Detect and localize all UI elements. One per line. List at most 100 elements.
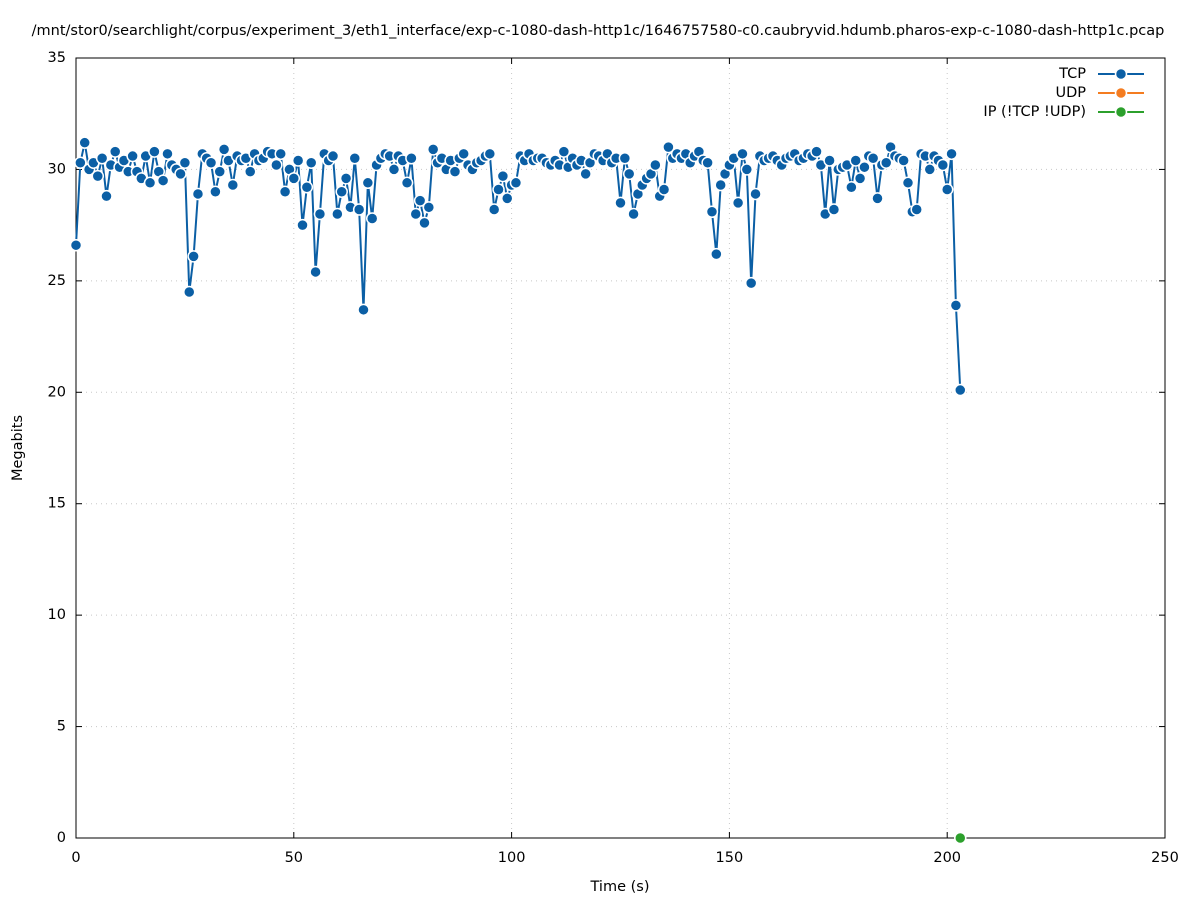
data-point <box>714 178 727 192</box>
data-point <box>143 176 157 190</box>
data-point <box>744 276 758 290</box>
y-tick-label: 20 <box>48 384 66 400</box>
data-point <box>313 207 327 221</box>
data-point <box>213 165 226 178</box>
data-point <box>287 172 301 185</box>
data-point <box>823 154 836 167</box>
data-point <box>736 147 749 161</box>
data-point <box>161 147 174 161</box>
data-point <box>148 145 161 158</box>
data-point <box>749 187 762 201</box>
data-point <box>365 212 379 225</box>
data-point <box>858 160 871 174</box>
data-point <box>901 176 915 190</box>
data-point <box>335 185 348 198</box>
data-point <box>178 156 192 169</box>
data-point <box>226 178 240 192</box>
data-point <box>400 176 414 190</box>
data-point <box>557 145 571 158</box>
data-point <box>183 285 196 299</box>
data-point <box>191 187 205 201</box>
y-tick-label: 10 <box>48 607 66 623</box>
y-axis-label: Megabits <box>10 415 26 481</box>
data-point <box>108 145 122 158</box>
data-point <box>871 192 884 205</box>
data-point <box>579 167 592 181</box>
data-point <box>352 203 366 216</box>
data-point <box>309 265 322 279</box>
data-point <box>457 147 470 161</box>
data-point <box>361 176 375 190</box>
data-point <box>409 207 423 221</box>
data-point <box>853 172 867 185</box>
data-point <box>483 147 497 161</box>
data-point <box>731 196 745 210</box>
data-point <box>618 152 632 165</box>
data-point <box>662 140 675 154</box>
chart-title: /mnt/stor0/searchlight/corpus/experiment… <box>32 23 1165 39</box>
data-point <box>705 205 719 219</box>
legend-label: TCP <box>1058 66 1086 82</box>
data-point <box>849 154 862 167</box>
data-point <box>126 149 139 163</box>
data-point <box>339 172 353 185</box>
data-point <box>622 167 636 181</box>
data-point <box>614 196 627 210</box>
data-point <box>649 158 662 172</box>
legend-swatch-point <box>1114 67 1128 81</box>
data-point <box>78 136 91 149</box>
data-point <box>866 152 880 165</box>
data-point <box>304 156 318 169</box>
x-tick-label: 0 <box>71 850 80 866</box>
data-point <box>492 183 505 196</box>
data-point <box>426 143 440 156</box>
data-point <box>845 181 858 194</box>
data-point <box>69 238 83 252</box>
data-point <box>910 203 923 216</box>
data-point <box>217 143 231 156</box>
data-point <box>657 183 671 196</box>
data-point <box>810 145 823 158</box>
data-point <box>945 147 958 161</box>
data-point <box>405 152 418 165</box>
data-point <box>278 185 292 198</box>
data-point <box>949 299 963 312</box>
data-point <box>291 154 305 167</box>
data-point <box>954 383 967 397</box>
legend-label: UDP <box>1055 85 1086 101</box>
x-tick-label: 100 <box>498 850 526 866</box>
x-tick-label: 150 <box>716 850 744 866</box>
data-point <box>209 185 222 198</box>
data-point <box>710 247 723 261</box>
data-point <box>274 147 287 161</box>
legend-swatch-point <box>1114 86 1128 100</box>
data-point <box>827 203 841 216</box>
y-tick-label: 0 <box>57 830 66 846</box>
data-point <box>357 303 370 317</box>
data-point <box>413 194 427 207</box>
x-tick-label: 50 <box>285 850 303 866</box>
data-point <box>500 192 514 205</box>
data-point <box>422 201 436 214</box>
y-tick-label: 25 <box>48 273 66 289</box>
data-point <box>156 174 170 187</box>
data-point <box>879 156 893 169</box>
data-point <box>331 207 344 221</box>
data-point <box>100 189 113 203</box>
data-point <box>74 156 87 169</box>
y-tick-label: 35 <box>48 50 66 66</box>
legend-label: IP (!TCP !UDP) <box>983 104 1086 120</box>
x-tick-label: 200 <box>933 850 961 866</box>
data-point <box>740 163 754 176</box>
data-point <box>91 169 105 183</box>
data-point <box>954 831 967 845</box>
y-tick-label: 5 <box>57 719 66 735</box>
data-point <box>326 149 340 163</box>
data-point <box>897 154 910 167</box>
data-point <box>95 152 109 165</box>
x-tick-label: 250 <box>1151 850 1179 866</box>
data-point <box>418 216 431 230</box>
data-point <box>204 156 218 169</box>
data-point <box>348 152 362 165</box>
